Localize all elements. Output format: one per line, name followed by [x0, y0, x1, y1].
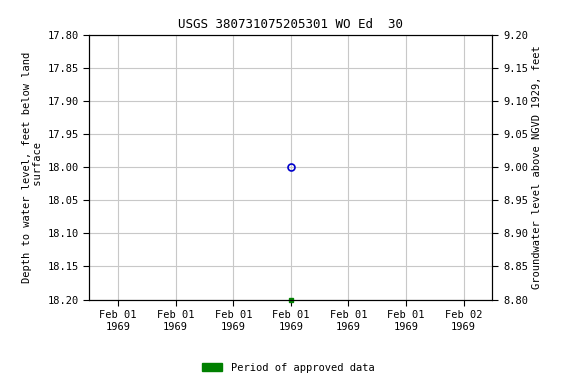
Y-axis label: Groundwater level above NGVD 1929, feet: Groundwater level above NGVD 1929, feet [532, 45, 542, 289]
Y-axis label: Depth to water level, feet below land
 surface: Depth to water level, feet below land su… [22, 51, 43, 283]
Legend: Period of approved data: Period of approved data [198, 359, 378, 377]
Title: USGS 380731075205301 WO Ed  30: USGS 380731075205301 WO Ed 30 [179, 18, 403, 31]
